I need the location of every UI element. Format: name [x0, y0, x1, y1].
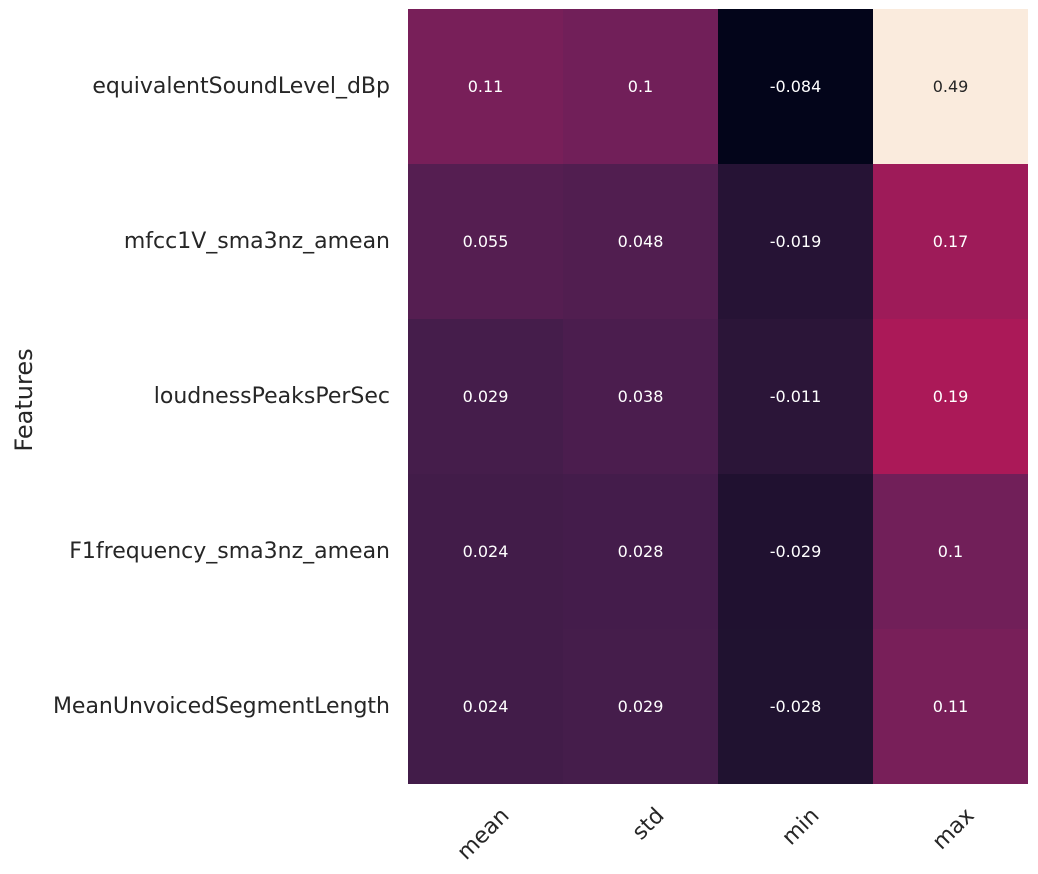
cell-value-label: -0.029 [770, 542, 822, 561]
cell-value-label: 0.029 [463, 387, 509, 406]
heatmap-cells: 0.11 0.1 -0.084 0.49 0.055 0.048 -0.019 0.17 0.0… [408, 9, 1028, 784]
cell-value-label: -0.084 [770, 77, 822, 96]
column-tick-label: mean [453, 803, 515, 865]
row-tick-label: mfcc1V_sma3nz_amean [124, 229, 390, 254]
cell-value-label: 0.17 [933, 232, 969, 251]
row-labels: equivalentSoundLevel_dBp mfcc1V_sma3nz_am… [53, 74, 390, 719]
row-tick-label: equivalentSoundLevel_dBp [92, 74, 390, 99]
heatmap-cell [408, 629, 563, 784]
heatmap-cell [408, 474, 563, 629]
cell-value-label: 0.029 [618, 697, 664, 716]
heatmap-cell [873, 629, 1028, 784]
heatmap-cell [873, 9, 1028, 164]
column-tick-label: min [777, 803, 824, 850]
cell-value-label: -0.019 [770, 232, 822, 251]
cell-value-label: 0.1 [628, 77, 653, 96]
heatmap-cell [718, 164, 873, 319]
heatmap-cell [873, 319, 1028, 474]
heatmap-cell [563, 319, 718, 474]
heatmap-cell [563, 629, 718, 784]
heatmap-cell [718, 319, 873, 474]
heatmap-cell [718, 474, 873, 629]
column-tick-label: std [628, 803, 670, 845]
heatmap-cell [873, 474, 1028, 629]
heatmap-cell [408, 319, 563, 474]
cell-value-label: 0.11 [933, 697, 969, 716]
cell-value-label: 0.1 [938, 542, 963, 561]
cell-value-label: 0.028 [618, 542, 664, 561]
heatmap-cell [873, 164, 1028, 319]
cell-value-label: 0.055 [463, 232, 509, 251]
row-tick-label: F1frequency_sma3nz_amean [69, 539, 390, 564]
cell-value-label: -0.011 [770, 387, 822, 406]
cell-value-label: 0.49 [933, 77, 969, 96]
cell-value-label: 0.11 [468, 77, 504, 96]
cell-value-label: 0.19 [933, 387, 969, 406]
heatmap-cell [563, 164, 718, 319]
y-axis-title: Features [10, 348, 38, 451]
cell-value-label: -0.028 [770, 697, 822, 716]
heatmap-cell [408, 164, 563, 319]
heatmap-cell [563, 474, 718, 629]
cell-value-label: 0.048 [618, 232, 664, 251]
row-tick-label: loudnessPeaksPerSec [154, 384, 390, 409]
column-tick-label: max [928, 803, 980, 855]
cell-value-label: 0.024 [463, 697, 509, 716]
row-tick-label: MeanUnvoicedSegmentLength [53, 694, 390, 719]
cell-value-label: 0.024 [463, 542, 509, 561]
heatmap-cell [563, 9, 718, 164]
heatmap-cell [718, 629, 873, 784]
cell-value-label: 0.038 [618, 387, 664, 406]
heatmap-cell [718, 9, 873, 164]
heatmap-cell [408, 9, 563, 164]
column-labels: mean std min max [453, 803, 980, 865]
